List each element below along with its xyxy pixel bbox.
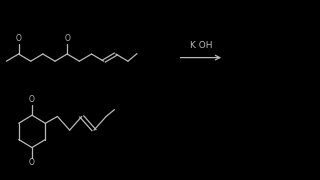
Text: K OH: K OH [189, 40, 212, 50]
Text: O: O [29, 95, 35, 104]
Text: O: O [29, 158, 35, 167]
Text: O: O [64, 34, 70, 43]
Text: O: O [16, 34, 21, 43]
